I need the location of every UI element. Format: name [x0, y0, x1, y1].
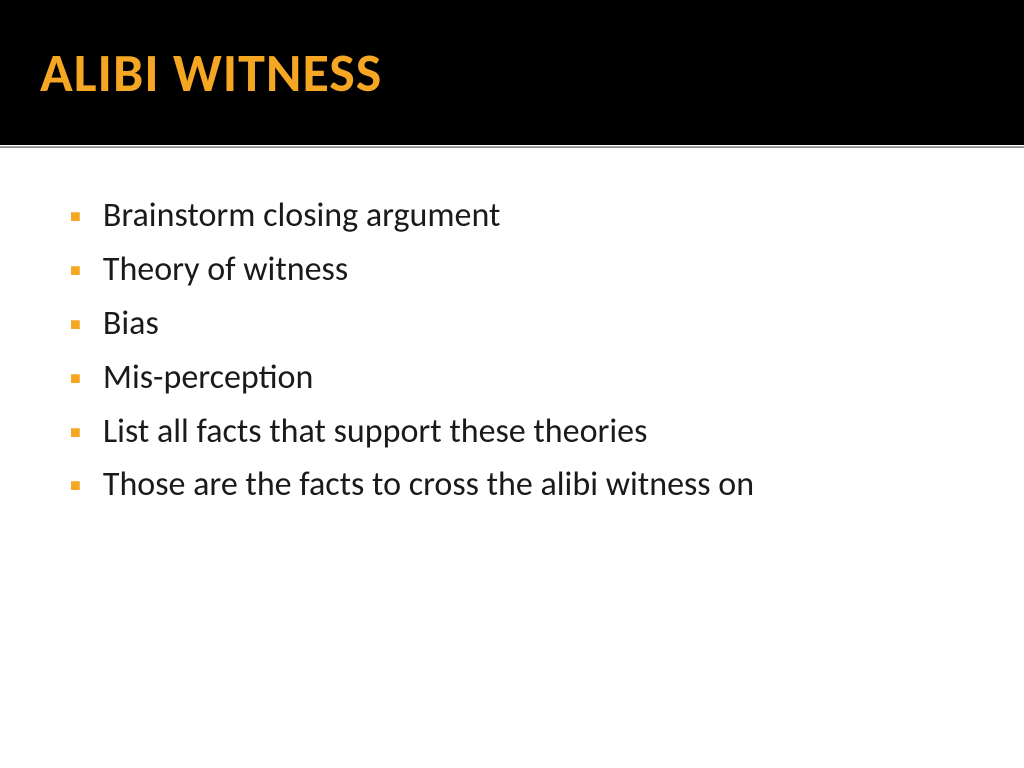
slide-title: ALIBI WITNESS [40, 40, 382, 106]
list-item: ■ List all facts that support these theo… [70, 409, 954, 455]
bullet-text: Those are the facts to cross the alibi w… [103, 462, 954, 508]
list-item: ■ Those are the facts to cross the alibi… [70, 462, 954, 508]
list-item: ■ Brainstorm closing argument [70, 193, 954, 239]
bullet-text: Mis-perception [103, 355, 954, 401]
bullet-list: ■ Brainstorm closing argument ■ Theory o… [70, 193, 954, 508]
bullet-icon: ■ [70, 204, 81, 228]
slide-header: ALIBI WITNESS [0, 0, 1024, 145]
slide-content: ■ Brainstorm closing argument ■ Theory o… [0, 148, 1024, 508]
list-item: ■ Mis-perception [70, 355, 954, 401]
bullet-icon: ■ [70, 473, 81, 497]
list-item: ■ Bias [70, 301, 954, 347]
bullet-text: Brainstorm closing argument [103, 193, 954, 239]
bullet-icon: ■ [70, 366, 81, 390]
bullet-text: Bias [103, 301, 954, 347]
bullet-text: List all facts that support these theori… [103, 409, 954, 455]
bullet-icon: ■ [70, 420, 81, 444]
bullet-text: Theory of witness [103, 247, 954, 293]
bullet-icon: ■ [70, 258, 81, 282]
bullet-icon: ■ [70, 312, 81, 336]
list-item: ■ Theory of witness [70, 247, 954, 293]
